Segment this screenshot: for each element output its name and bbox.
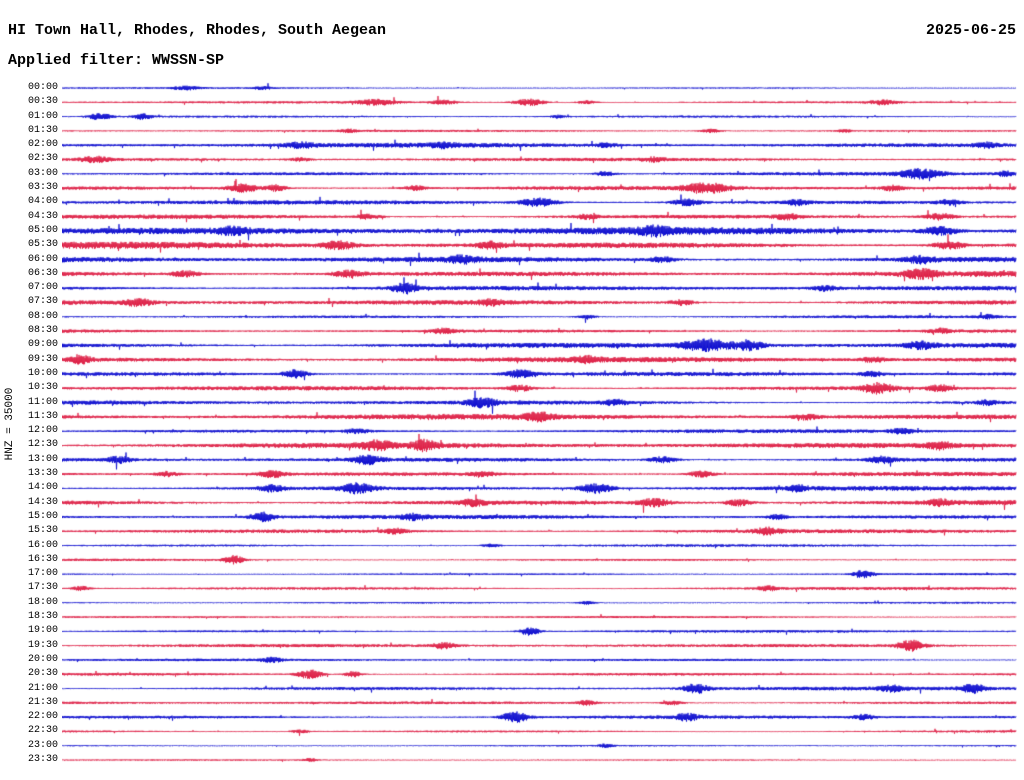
- time-label: 10:30: [27, 382, 58, 394]
- record-date: 2025-06-25: [925, 22, 1016, 39]
- time-label: 19:00: [27, 625, 58, 637]
- filter-label: Applied filter: WWSSN-SP: [8, 52, 225, 69]
- time-label: 02:30: [27, 153, 58, 165]
- time-label: 16:30: [27, 553, 58, 565]
- time-label: 05:00: [27, 224, 58, 236]
- time-label: 09:00: [27, 339, 58, 351]
- time-label: 12:30: [27, 439, 58, 451]
- time-label: 11:30: [27, 410, 58, 422]
- station-title: HI Town Hall, Rhodes, Rhodes, South Aege…: [8, 22, 387, 39]
- time-label: 02:00: [27, 139, 58, 151]
- time-label: 06:30: [27, 267, 58, 279]
- time-label: 15:30: [27, 525, 58, 537]
- time-label: 03:00: [27, 167, 58, 179]
- time-label: 20:00: [27, 653, 58, 665]
- time-label: 08:30: [27, 325, 58, 337]
- time-label: 20:30: [27, 668, 58, 680]
- time-label: 14:00: [27, 482, 58, 494]
- time-label: 21:30: [27, 696, 58, 708]
- time-label: 17:30: [27, 582, 58, 594]
- time-label: 23:30: [27, 754, 58, 765]
- time-label: 12:00: [27, 425, 58, 437]
- time-label: 13:30: [27, 468, 58, 480]
- time-label: 07:00: [27, 282, 58, 294]
- time-label: 21:00: [27, 682, 58, 694]
- time-label: 06:00: [27, 253, 58, 265]
- time-label: 16:00: [27, 539, 58, 551]
- time-label: 04:00: [27, 196, 58, 208]
- time-label: 03:30: [27, 182, 58, 194]
- time-label: 23:00: [27, 739, 58, 751]
- seismogram-traces: [62, 81, 1017, 777]
- time-label: 00:30: [27, 96, 58, 108]
- time-label: 10:00: [27, 367, 58, 379]
- time-label: 18:00: [27, 596, 58, 608]
- time-label: 22:30: [27, 725, 58, 737]
- time-label: 11:00: [27, 396, 58, 408]
- time-label: 18:30: [27, 611, 58, 623]
- time-label: 04:30: [27, 210, 58, 222]
- time-label: 15:00: [27, 510, 58, 522]
- time-label: 08:00: [27, 310, 58, 322]
- time-label: 22:00: [27, 711, 58, 723]
- time-label: 01:30: [27, 124, 58, 136]
- time-label: 05:30: [27, 239, 58, 251]
- time-label: 19:30: [27, 639, 58, 651]
- time-label: 13:00: [27, 453, 58, 465]
- time-label: 00:00: [27, 82, 58, 93]
- time-label: 17:00: [27, 568, 58, 580]
- time-label: 01:00: [27, 110, 58, 122]
- time-label: 14:30: [27, 496, 58, 508]
- time-label: 09:30: [27, 353, 58, 365]
- time-label: 07:30: [27, 296, 58, 308]
